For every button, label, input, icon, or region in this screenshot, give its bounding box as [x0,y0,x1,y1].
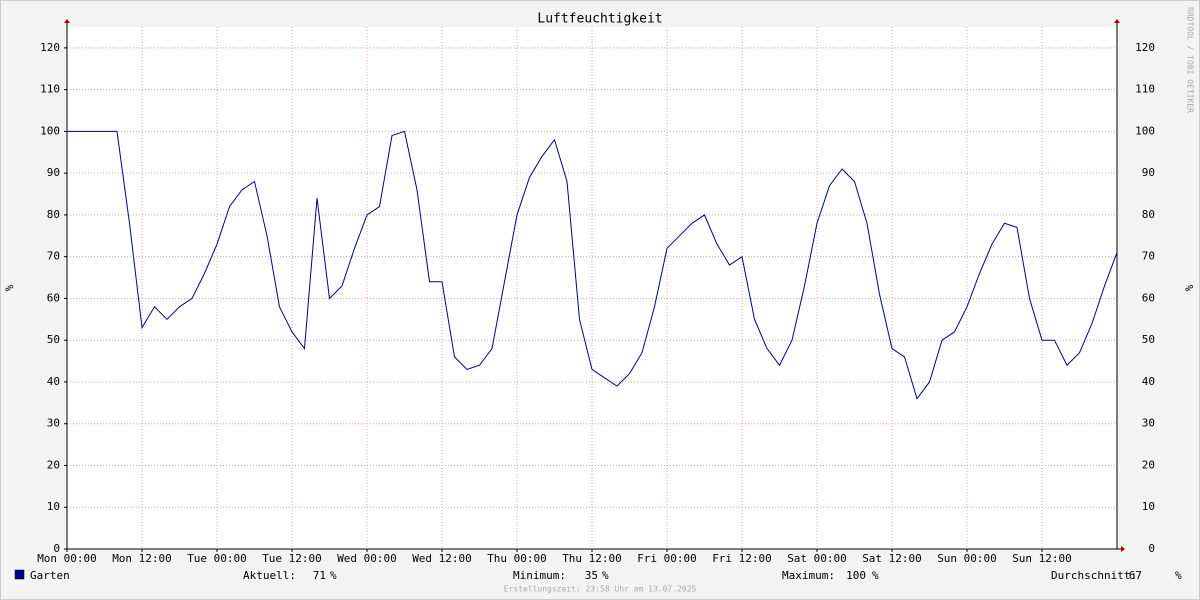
y-tick-label: 0 [1148,542,1155,555]
stat-unit: % [872,569,879,582]
stat-label: Maximum: [782,569,835,582]
stat-value: 71 [313,569,326,582]
arrow [1121,546,1125,552]
y-tick-label: 120 [40,41,60,54]
y-axis-unit: % [3,284,16,291]
y-tick-label: 10 [47,500,60,513]
footer: Erstellungszeit: 23:58 Uhr am 13.07.2025 [504,585,697,594]
y-tick-label: 70 [1142,250,1155,263]
y-tick-label: 80 [1142,208,1155,221]
y-tick-label: 120 [1135,41,1155,54]
x-tick-label: Wed 12:00 [412,552,472,565]
arrow [64,19,70,23]
stat-unit: % [330,569,337,582]
x-tick-label: Fri 12:00 [712,552,772,565]
y-tick-label: 0 [53,542,60,555]
x-tick-label: Sat 00:00 [787,552,847,565]
x-tick-label: Wed 00:00 [337,552,397,565]
y-tick-label: 110 [40,83,60,96]
y-tick-label: 30 [47,417,60,430]
x-tick-label: Tue 12:00 [262,552,322,565]
stat-value: 35 [585,569,598,582]
y-tick-label: 50 [1142,333,1155,346]
y-tick-label: 50 [47,333,60,346]
y-tick-label: 20 [1142,458,1155,471]
y-tick-label: 30 [1142,417,1155,430]
legend-label: Garten [30,569,70,582]
y-tick-label: 70 [47,250,60,263]
x-tick-label: Sun 12:00 [1012,552,1072,565]
x-tick-label: Sat 12:00 [862,552,922,565]
credit: RRDTOOL / TOBI OETIKER [1186,7,1195,113]
stat-label: Durchschnitt: [1051,569,1137,582]
y-tick-label: 20 [47,458,60,471]
x-tick-label: Mon 00:00 [37,552,97,565]
y-tick-label: 110 [1135,83,1155,96]
legend-swatch [14,569,25,580]
x-tick-label: Thu 12:00 [562,552,622,565]
x-tick-label: Fri 00:00 [637,552,697,565]
x-tick-label: Thu 00:00 [487,552,547,565]
y-tick-label: 60 [47,291,60,304]
stat-label: Aktuell: [243,569,296,582]
line [67,130,1118,400]
stat-unit: % [602,569,609,582]
stat-unit: % [1175,569,1182,582]
y-tick-label: 10 [1142,500,1155,513]
x-tick-label: Sun 00:00 [937,552,997,565]
y-tick-label: 100 [40,124,60,137]
y-tick-label: 60 [1142,291,1155,304]
stat-value: 100 [846,569,866,582]
x-tick-label: Mon 12:00 [112,552,172,565]
stat-label: Minimum: [513,569,566,582]
y-tick-label: 100 [1135,124,1155,137]
arrow [1114,19,1120,23]
y-tick-label: 80 [47,208,60,221]
y-tick-label: 90 [1142,166,1155,179]
x-tick-label: Tue 00:00 [187,552,247,565]
chart-title: Luftfeuchtigkeit [537,12,662,27]
y-axis-unit: % [1183,284,1196,291]
stat-value: 67 [1129,569,1142,582]
y-tick-label: 90 [47,166,60,179]
y-tick-label: 40 [47,375,60,388]
y-tick-label: 40 [1142,375,1155,388]
